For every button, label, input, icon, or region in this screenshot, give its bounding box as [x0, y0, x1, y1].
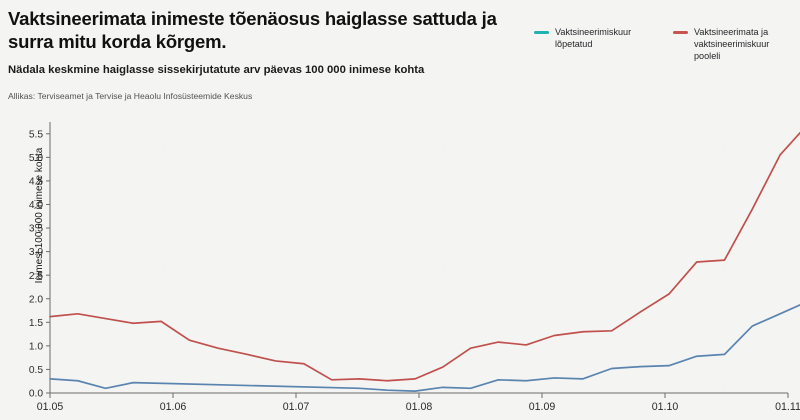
x-axis-tick-label: 01.09: [529, 401, 556, 413]
y-axis-tick-label: 2.0: [29, 294, 43, 305]
y-axis-tick-label: 4.0: [29, 200, 43, 211]
legend-item-unvaccinated[interactable]: Vaktsineerimata ja vaktsineerimiskuur po…: [673, 26, 790, 62]
y-axis-tick-label: 0.5: [29, 365, 43, 376]
y-axis-tick-label: 4.5: [29, 177, 43, 188]
y-axis-tick-label: 0.0: [29, 389, 43, 400]
x-axis-tick-label: 01.11: [775, 401, 800, 413]
chart-legend: Vaktsineerimiskuur lõpetatud Vaktsineeri…: [534, 26, 792, 62]
y-axis-title: Inimest 100 000 inimese kohta: [34, 147, 45, 283]
page-title: Vaktsineerimata inimeste tõenäosus haigl…: [8, 8, 497, 52]
x-axis-tick-label: 01.08: [406, 401, 433, 413]
line-swatch-icon: [534, 31, 549, 34]
y-axis-tick-label: 3.0: [29, 247, 43, 258]
chart-header: Vaktsineerimata inimeste tõenäosus haigl…: [8, 4, 518, 102]
chart-subtitle: Nädala keskmine haiglasse sissekirjutatu…: [8, 63, 425, 76]
x-axis-tick-label: 01.10: [652, 401, 679, 413]
x-axis-tick-label: 01.06: [160, 401, 187, 413]
x-axis-tick-label: 01.07: [283, 401, 310, 413]
line-chart: 0.0 0.5 1.0 1.5 2.0 2.5 3.0 3.5 4.0 4.5 5.0 5.5 Inim…: [29, 122, 800, 413]
y-axis-tick-label: 5.0: [29, 153, 43, 164]
x-axis-tick-label: 01.05: [37, 401, 64, 413]
line-swatch-icon: [673, 31, 688, 34]
series-line: [49, 131, 800, 382]
chart-plot-area: 0.0 0.5 1.0 1.5 2.0 2.5 3.0 3.5 4.0 4.5 5.0 5.5 Inim…: [0, 108, 800, 420]
legend-item-label: Vaktsineerimata ja vaktsineerimiskuur po…: [694, 27, 770, 62]
chart-source-note: Allikas: Terviseamet ja Tervise ja Heaol…: [8, 91, 253, 102]
y-axis-tick-label: 3.5: [29, 224, 43, 235]
y-axis-tick-label: 1.5: [29, 318, 43, 329]
y-axis-tick-label: 1.0: [29, 341, 43, 352]
legend-item-vaccinated[interactable]: Vaktsineerimiskuur lõpetatud: [534, 26, 651, 62]
series-line: [49, 303, 800, 392]
y-axis-tick-label: 2.5: [29, 271, 43, 282]
legend-item-label: Vaktsineerimiskuur lõpetatud: [555, 27, 632, 50]
y-axis-tick-label: 5.5: [29, 129, 43, 140]
